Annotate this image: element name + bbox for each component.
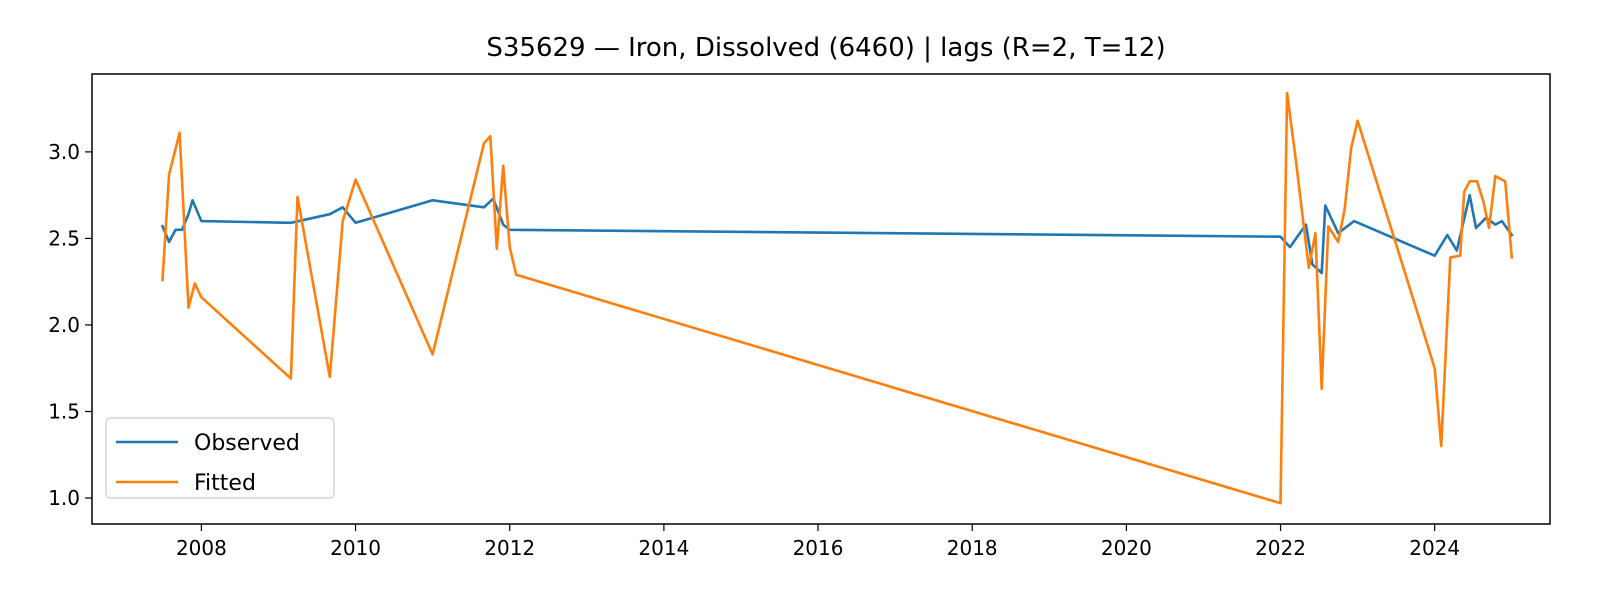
legend-label-fitted: Fitted: [194, 471, 256, 496]
x-tick-label: 2008: [176, 536, 227, 560]
x-tick-label: 2020: [1101, 536, 1152, 560]
y-axis: 1.0 1.5 2.0 2.5 3.0: [48, 140, 92, 510]
series-layer: [160, 91, 1514, 505]
x-tick-label: 2014: [638, 536, 689, 560]
series-line-fitted: [161, 91, 1514, 505]
x-tick-label: 2022: [1255, 536, 1306, 560]
x-axis: 2008 2010 2012 2014 2016 2018 2020 2022 2024: [176, 524, 1460, 560]
legend-label-observed: Observed: [194, 431, 300, 456]
y-tick-label: 1.5: [48, 400, 80, 424]
y-tick-label: 2.0: [48, 313, 80, 337]
x-tick-label: 2024: [1409, 536, 1460, 560]
y-tick-label: 3.0: [48, 140, 80, 164]
legend-box: [105, 417, 335, 499]
chart-title: S35629 — Iron, Dissolved (6460) | lags (…: [486, 33, 1165, 63]
x-tick-label: 2016: [793, 536, 844, 560]
series-line-observed: [160, 193, 1514, 275]
legend: Observed Fitted: [105, 417, 335, 499]
y-tick-label: 1.0: [48, 486, 80, 510]
x-tick-label: 2012: [484, 536, 535, 560]
y-tick-label: 2.5: [48, 226, 80, 250]
x-tick-label: 2018: [947, 536, 998, 560]
x-tick-label: 2010: [330, 536, 381, 560]
